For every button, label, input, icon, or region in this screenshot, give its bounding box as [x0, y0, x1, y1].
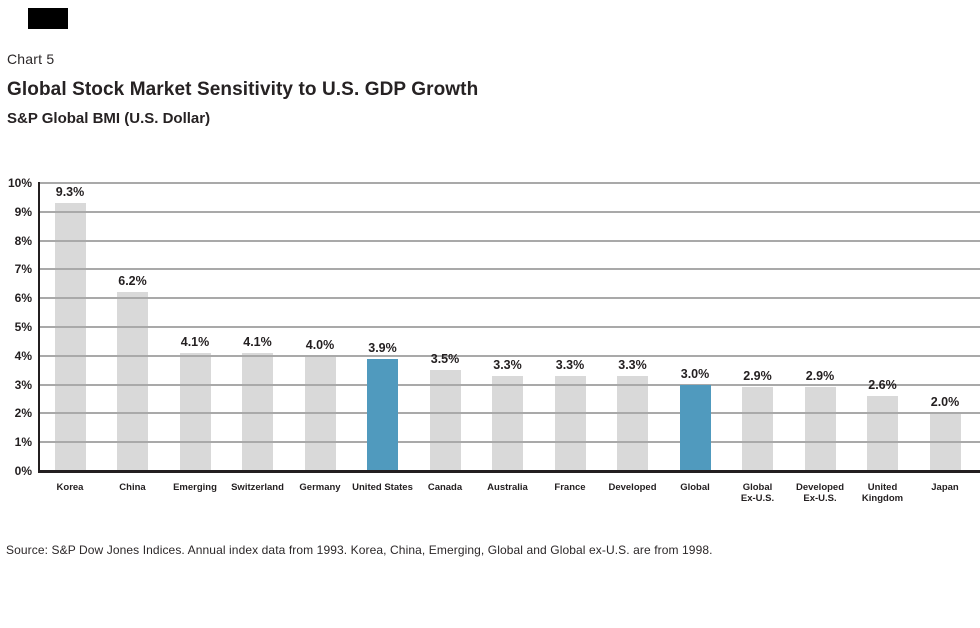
bar — [117, 292, 148, 471]
y-tick-label: 3% — [14, 377, 32, 392]
y-tick-label: 5% — [14, 320, 32, 334]
gridline — [38, 210, 980, 213]
gridline — [38, 239, 980, 242]
bar-value-label: 4.1% — [180, 335, 210, 349]
x-category-label: Emerging — [173, 482, 217, 493]
bar — [742, 387, 773, 471]
x-category-label: Developed Ex-U.S. — [795, 482, 845, 504]
x-category-label: Global — [680, 482, 710, 493]
x-category-label: Developed — [608, 482, 657, 493]
y-axis-line — [38, 182, 40, 472]
bar — [242, 353, 273, 471]
x-category-label: United Kingdom — [861, 482, 904, 504]
y-tick-label: 8% — [14, 233, 32, 248]
y-tick-label: 9% — [14, 204, 32, 219]
bar-value-label: 4.1% — [243, 335, 272, 349]
bar-value-label: 3.9% — [368, 341, 397, 355]
chart-number-label: Chart 5 — [7, 51, 55, 67]
page-title: Global Stock Market Sensitivity to U.S. … — [7, 79, 479, 100]
source-note: Source: S&P Dow Jones Indices. Annual in… — [6, 543, 713, 557]
bar-value-label: 2.0% — [930, 395, 960, 409]
y-tick-label: 7% — [14, 262, 32, 277]
bar — [804, 387, 836, 471]
x-category-label: Canada — [427, 482, 463, 493]
gridline — [38, 268, 980, 271]
x-category-label: Japan — [931, 482, 959, 493]
gridline — [38, 326, 980, 328]
bar-value-label: 3.3% — [618, 358, 647, 372]
x-category-label: United States — [352, 482, 413, 493]
y-tick-label: 0% — [14, 464, 32, 478]
x-category-label: Germany — [299, 482, 341, 493]
bar — [867, 396, 898, 471]
x-axis-line — [38, 470, 980, 473]
page-subtitle: S&P Global BMI (U.S. Dollar) — [7, 110, 211, 127]
gridline — [38, 412, 980, 415]
logo-block — [28, 8, 68, 29]
bar-value-label: 3.3% — [493, 358, 522, 372]
gridline — [38, 182, 980, 184]
bar-value-label: 9.3% — [55, 185, 85, 199]
bar-value-label: 3.3% — [555, 358, 585, 372]
bar — [179, 353, 211, 471]
bar — [679, 385, 711, 471]
bar-value-label: 3.0% — [680, 367, 710, 381]
bar — [554, 376, 586, 471]
bar — [617, 376, 648, 471]
bar-value-label: 2.9% — [743, 369, 772, 383]
gridline — [38, 441, 980, 444]
bar-value-label: 4.0% — [305, 338, 335, 352]
gridline — [38, 354, 980, 357]
x-category-label: China — [119, 482, 146, 493]
x-category-label: Global Ex-U.S. — [740, 482, 775, 504]
gridline — [38, 297, 980, 300]
x-category-label: Switzerland — [231, 482, 284, 493]
y-tick-label: 1% — [14, 435, 32, 450]
x-category-label: France — [554, 482, 586, 493]
bar — [54, 203, 86, 471]
bar-value-label: 6.2% — [118, 274, 147, 288]
bar-value-label: 2.6% — [868, 378, 897, 392]
y-tick-label: 4% — [14, 348, 32, 363]
plot-area: 0% 1% 2% 3% 4% 5% 6% 7% 8% 9% 10% 9.3% Korea 6.2% Chin… — [7, 176, 980, 504]
x-category-label: Australia — [487, 482, 528, 493]
y-tick-label: 6% — [14, 291, 32, 306]
y-tick-label: 2% — [14, 406, 32, 421]
bar — [367, 359, 398, 471]
x-category-label: Korea — [56, 482, 84, 493]
bar-value-label: 3.5% — [430, 352, 460, 366]
bar — [429, 370, 461, 471]
bar — [492, 376, 523, 471]
y-tick-label: 10% — [7, 176, 32, 190]
bar-value-label: 2.9% — [805, 369, 835, 383]
gridline — [38, 383, 980, 386]
